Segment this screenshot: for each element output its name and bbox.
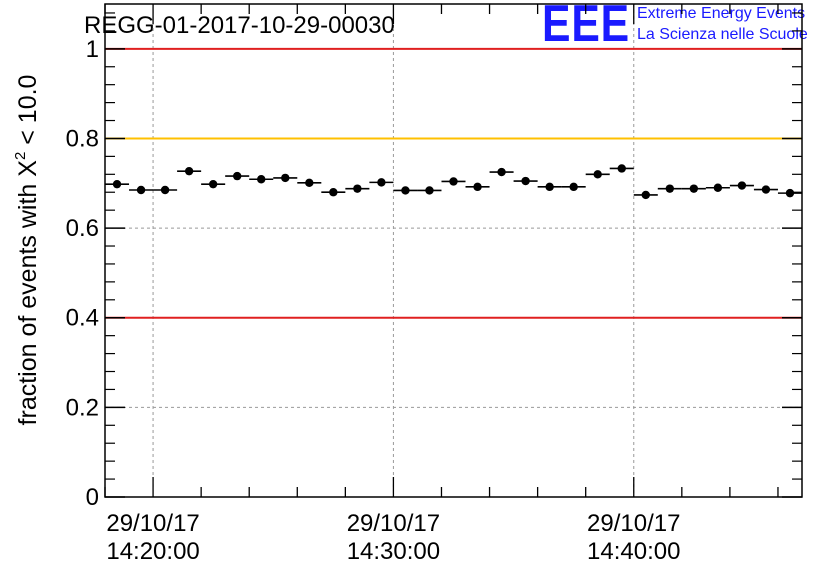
x-tick-date: 29/10/17 [347, 510, 440, 537]
axes: 00.20.40.60.8129/10/1714:20:0029/10/1714… [66, 3, 803, 565]
data-point [777, 188, 802, 198]
marker [257, 175, 266, 184]
marker [473, 182, 482, 192]
marker [545, 182, 554, 192]
data-point [297, 178, 322, 188]
marker [353, 184, 362, 193]
data-series [105, 164, 802, 200]
marker [281, 173, 290, 183]
data-point [657, 184, 682, 193]
marker [761, 185, 771, 194]
data-point [321, 188, 346, 197]
marker [401, 186, 410, 195]
y-tick-label: 0.6 [66, 215, 99, 242]
data-point [585, 170, 610, 179]
marker [184, 166, 194, 176]
x-tick-time: 14:40:00 [587, 538, 680, 565]
marker [112, 179, 122, 189]
marker [232, 171, 242, 181]
marker [521, 176, 530, 186]
logo-line-1: Extreme Energy Events [637, 5, 805, 22]
marker [329, 188, 338, 197]
chart-title: REGG-01-2017-10-29-00030 [84, 12, 395, 39]
y-tick-label: 0.8 [66, 125, 99, 152]
data-point [681, 184, 706, 193]
data-point [609, 164, 634, 173]
data-point [537, 182, 562, 192]
marker [785, 188, 795, 198]
marker [449, 177, 458, 186]
x-tick-date: 29/10/17 [106, 510, 199, 537]
plot-frame [104, 3, 803, 498]
data-point [249, 175, 274, 184]
marker [425, 186, 434, 195]
x-tick-date: 29/10/17 [587, 510, 680, 537]
data-point [441, 177, 466, 186]
marker [713, 183, 723, 192]
data-point [561, 182, 586, 192]
marker [160, 185, 170, 195]
data-point [201, 179, 226, 189]
data-point [753, 185, 778, 194]
marker [569, 182, 578, 192]
marker [593, 170, 602, 179]
data-point [225, 171, 250, 181]
marker [665, 184, 675, 193]
data-point [105, 179, 130, 189]
marker [136, 185, 146, 195]
x-tick-time: 14:20:00 [106, 538, 199, 565]
data-point [177, 166, 202, 176]
data-point [369, 178, 394, 187]
marker [305, 178, 314, 188]
logo-line-2: La Scienza nelle Scuole [637, 26, 808, 43]
marker [208, 179, 218, 189]
data-point [489, 167, 514, 177]
data-point [633, 190, 658, 200]
reference-lines [105, 47, 802, 319]
data-point [273, 173, 298, 183]
eee-logo: EEE Extreme Energy Events La Scienza nel… [542, 0, 808, 53]
data-point [417, 186, 442, 195]
data-point [705, 183, 730, 192]
y-axis-label: fraction of events with X2 < 10.0 [12, 75, 42, 426]
data-point [513, 176, 538, 186]
marker [617, 164, 626, 173]
y-tick-label: 0.2 [66, 394, 99, 421]
data-point [345, 184, 370, 193]
marker [737, 181, 747, 190]
marker [641, 190, 650, 200]
y-tick-label: 0.4 [66, 305, 99, 332]
data-point [465, 182, 490, 192]
data-point [129, 185, 154, 195]
marker [497, 167, 506, 177]
marker [689, 184, 699, 193]
y-tick-label: 0 [86, 484, 99, 511]
data-point [729, 181, 754, 190]
data-point [393, 186, 418, 195]
data-point [153, 185, 178, 195]
x-tick-time: 14:30:00 [347, 538, 440, 565]
y-tick-label: 1 [86, 36, 99, 63]
grid [105, 4, 802, 497]
marker [377, 178, 386, 187]
